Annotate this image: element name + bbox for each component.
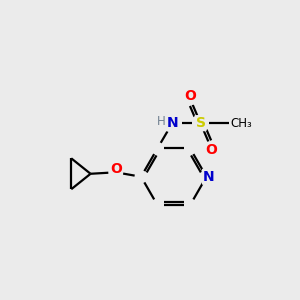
Text: N: N (203, 170, 215, 184)
Text: CH₃: CH₃ (230, 117, 252, 130)
Text: O: O (184, 89, 196, 103)
Text: O: O (205, 143, 217, 157)
Text: H: H (157, 115, 165, 128)
Text: S: S (196, 116, 206, 130)
Text: N: N (167, 116, 178, 130)
Text: O: O (110, 162, 122, 176)
